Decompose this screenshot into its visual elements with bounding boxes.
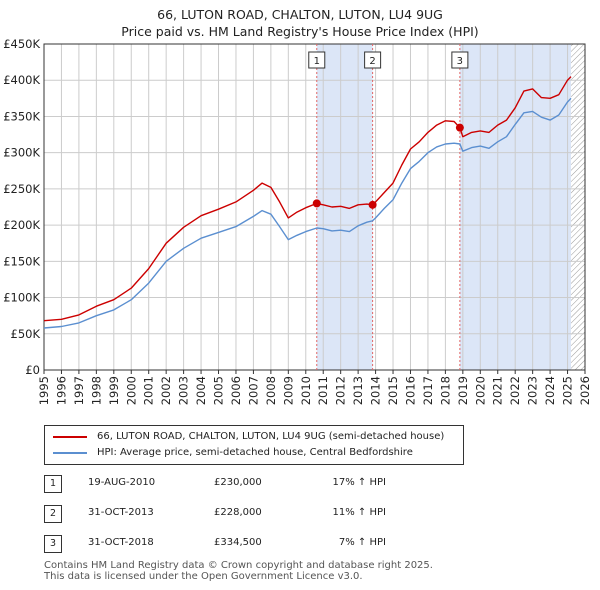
y-tick-label: £0 bbox=[25, 363, 40, 377]
sale-date: 31-OCT-2018 bbox=[88, 537, 154, 548]
legend-swatch-property bbox=[53, 435, 87, 438]
x-tick-label: 2016 bbox=[403, 376, 417, 405]
forecast-hatch bbox=[571, 44, 585, 370]
x-tick-label: 2013 bbox=[351, 376, 365, 405]
x-tick-label: 2008 bbox=[264, 376, 278, 405]
sale-row: 3 31-OCT-2018 £334,500 7% ↑ HPI bbox=[44, 535, 464, 553]
y-tick-label: £150K bbox=[3, 254, 40, 268]
sale-point bbox=[312, 199, 321, 208]
x-tick-label: 2001 bbox=[142, 376, 156, 405]
x-tick-label: 2014 bbox=[369, 376, 383, 405]
y-tick-label: £100K bbox=[3, 291, 40, 305]
sale-price: £228,000 bbox=[214, 507, 262, 518]
legend-swatch-hpi bbox=[53, 451, 87, 454]
x-tick-label: 2020 bbox=[473, 376, 487, 405]
x-tick-label: 2006 bbox=[229, 376, 243, 405]
sale-date: 31-OCT-2013 bbox=[88, 507, 154, 518]
sale-price: £334,500 bbox=[214, 537, 262, 548]
x-tick-label: 2011 bbox=[316, 376, 330, 405]
sale-hpi: 17% ↑ HPI bbox=[332, 477, 386, 488]
sale-label: 1 bbox=[314, 56, 320, 67]
x-tick-label: 1995 bbox=[37, 376, 51, 405]
price-chart: £0 £50K £100K £150K £200K £250K £300K £350K £400… bbox=[3, 37, 592, 405]
sale-number: 2 bbox=[44, 505, 62, 523]
legend: 66, LUTON ROAD, CHALTON, LUTON, LU4 9UG … bbox=[44, 425, 464, 465]
sale-row: 1 19-AUG-2010 £230,000 17% ↑ HPI bbox=[44, 475, 464, 493]
legend-item-property: 66, LUTON ROAD, CHALTON, LUTON, LU4 9UG … bbox=[53, 431, 444, 442]
x-tick-label: 1998 bbox=[89, 376, 103, 405]
footer-licence: This data is licensed under the Open Gov… bbox=[44, 571, 363, 582]
sale-hpi: 7% ↑ HPI bbox=[338, 537, 386, 548]
x-tick-label: 1997 bbox=[72, 376, 86, 405]
sale-label: 2 bbox=[369, 56, 375, 67]
x-tick-label: 2018 bbox=[438, 376, 452, 405]
footer: Contains HM Land Registry data © Crown c… bbox=[44, 560, 433, 582]
sale-number: 3 bbox=[44, 535, 62, 553]
series-line-hpi bbox=[43, 97, 572, 329]
sale-price: £230,000 bbox=[214, 477, 262, 488]
x-tick-label: 2012 bbox=[334, 376, 348, 405]
x-tick-label: 2004 bbox=[194, 376, 208, 405]
y-tick-label: £350K bbox=[3, 109, 40, 123]
sale-date: 19-AUG-2010 bbox=[88, 477, 156, 488]
title-line-1: 66, LUTON ROAD, CHALTON, LUTON, LU4 9UG bbox=[157, 7, 443, 22]
x-tick-label: 2022 bbox=[508, 376, 522, 405]
sale-label-box bbox=[308, 51, 326, 69]
sale-label-box bbox=[451, 51, 469, 69]
sale-point bbox=[368, 200, 377, 209]
x-tick-label: 2007 bbox=[246, 376, 260, 405]
sale-hpi: 11% ↑ HPI bbox=[332, 507, 386, 518]
x-tick-label: 2026 bbox=[578, 376, 592, 405]
x-tick-label: 2017 bbox=[421, 376, 435, 405]
x-tick-label: 2019 bbox=[456, 376, 470, 405]
title-line-2: Price paid vs. HM Land Registry's House … bbox=[121, 24, 479, 39]
x-tick-label: 2002 bbox=[159, 376, 173, 405]
x-tick-label: 2005 bbox=[212, 376, 226, 405]
x-tick-label: 1999 bbox=[107, 376, 121, 405]
x-tick-label: 2015 bbox=[386, 376, 400, 405]
x-tick-label: 2009 bbox=[281, 376, 295, 405]
y-tick-label: £300K bbox=[3, 146, 40, 160]
x-tick-label: 1996 bbox=[54, 376, 68, 405]
x-tick-label: 2021 bbox=[491, 376, 505, 405]
sale-point bbox=[455, 123, 464, 132]
x-tick-label: 2000 bbox=[124, 376, 138, 405]
x-tick-label: 2025 bbox=[561, 376, 575, 405]
legend-label-hpi: HPI: Average price, semi-detached house,… bbox=[97, 447, 413, 458]
legend-item-hpi: HPI: Average price, semi-detached house,… bbox=[53, 447, 413, 458]
plot-frame bbox=[43, 43, 586, 371]
y-tick-label: £450K bbox=[3, 37, 40, 51]
x-tick-label: 2023 bbox=[526, 376, 540, 405]
sale-row: 2 31-OCT-2013 £228,000 11% ↑ HPI bbox=[44, 505, 464, 523]
sale-label: 3 bbox=[457, 56, 463, 67]
legend-label-property: 66, LUTON ROAD, CHALTON, LUTON, LU4 9UG … bbox=[97, 431, 445, 442]
sale-number: 1 bbox=[44, 475, 62, 493]
sale-label-box bbox=[364, 51, 382, 69]
x-tick-label: 2003 bbox=[177, 376, 191, 405]
x-tick-label: 2024 bbox=[543, 376, 557, 405]
y-tick-label: £200K bbox=[3, 218, 40, 232]
x-tick-label: 2010 bbox=[299, 376, 313, 405]
y-tick-label: £50K bbox=[11, 327, 41, 341]
y-tick-label: £400K bbox=[3, 73, 40, 87]
y-tick-label: £250K bbox=[3, 182, 40, 196]
footer-copyright: Contains HM Land Registry data © Crown c… bbox=[44, 560, 433, 571]
chart-title: 66, LUTON ROAD, CHALTON, LUTON, LU4 9UG … bbox=[0, 6, 600, 40]
